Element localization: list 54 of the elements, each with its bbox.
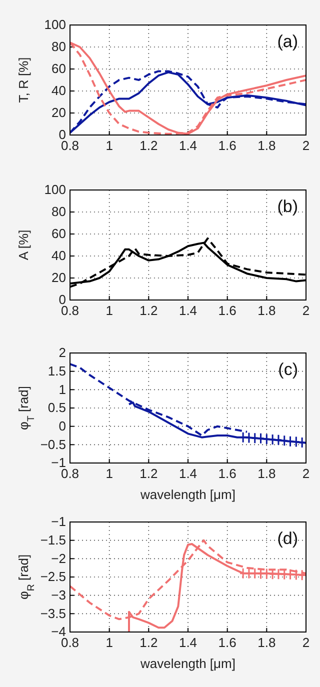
x-tick-label: 1.6 [218, 138, 236, 154]
y-tick-label: 60 [52, 226, 66, 242]
y-tick-label: 40 [52, 83, 66, 98]
x-tick-label: 1.6 [218, 466, 236, 482]
x-tick-label: 1.2 [140, 466, 158, 482]
y-tick-label: 20 [52, 270, 66, 286]
x-tick-label: 1.8 [258, 635, 276, 650]
x-tick-label: 2 [302, 635, 310, 650]
y-tick-label: −1.5 [40, 532, 66, 548]
y-tick-label: 0 [58, 418, 66, 434]
y-tick-label: 1 [58, 382, 66, 397]
x-tick-label: 1.4 [178, 303, 198, 318]
x-tick-label: 1.2 [140, 303, 158, 318]
x-tick-label: 1.4 [178, 466, 198, 482]
x-tick-label: 1 [106, 466, 113, 482]
y-tick-label: −3.5 [40, 606, 66, 621]
annotation: (d) [277, 529, 298, 548]
y-tick-label: 100 [44, 17, 66, 32]
x-tick-label: 2 [302, 303, 310, 318]
y-tick-label: 80 [52, 204, 66, 220]
x-tick-label: 1.6 [218, 303, 236, 318]
x-axis-title: wavelength [μm] [140, 656, 236, 671]
x-tick-label: 1 [106, 303, 113, 318]
annotation: (a) [277, 32, 298, 51]
y-tick-label: −2.5 [40, 569, 66, 584]
x-tick-label: 1.2 [140, 138, 158, 154]
y-tick-label: −0.5 [40, 436, 66, 452]
y-tick-label: 0.5 [48, 400, 66, 416]
x-tick-label: 1.8 [258, 466, 276, 482]
y-tick-label: 1.5 [48, 363, 66, 378]
x-tick-label: 1 [106, 138, 113, 154]
x-tick-label: 1.4 [178, 635, 198, 650]
x-tick-label: 1.2 [140, 635, 158, 650]
y-tick-label: −2 [51, 550, 66, 566]
y-axis-title: T, R [%] [16, 57, 31, 103]
x-tick-label: 1.4 [178, 138, 198, 154]
annotation: (b) [277, 197, 298, 216]
y-tick-label: −1 [51, 514, 66, 530]
y-tick-label: 60 [52, 61, 66, 76]
x-tick-label: 1 [106, 635, 113, 650]
x-tick-label: 1.8 [258, 138, 276, 154]
y-tick-label: 20 [52, 105, 66, 120]
x-tick-label: 1.6 [218, 635, 236, 650]
y-tick-label: −3 [51, 587, 66, 602]
y-tick-label: 2 [58, 345, 66, 360]
y-axis-title: A [%] [16, 230, 31, 260]
x-tick-label: 2 [302, 466, 310, 482]
y-tick-label: 40 [52, 248, 66, 264]
x-tick-label: 2 [302, 138, 310, 154]
annotation: (c) [278, 360, 298, 379]
x-axis-title: wavelength [μm] [140, 487, 236, 502]
y-tick-label: 100 [44, 182, 66, 198]
x-tick-label: 1.8 [258, 303, 276, 318]
y-tick-label: 80 [52, 39, 66, 54]
